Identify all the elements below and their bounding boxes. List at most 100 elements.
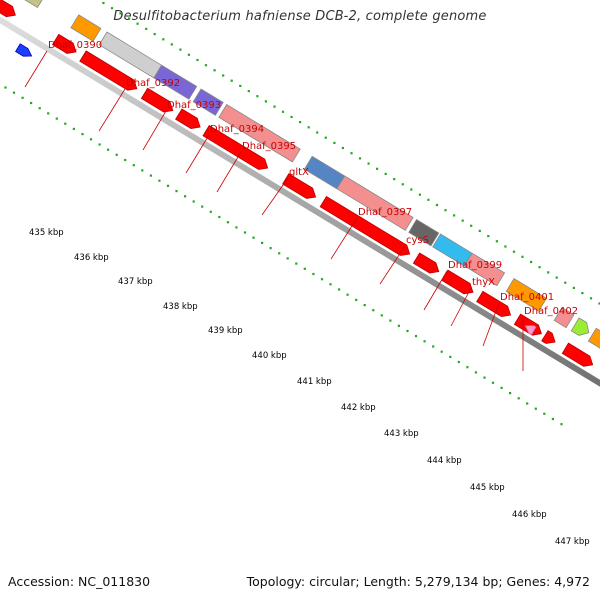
- gene-label: Dhaf_0397: [358, 207, 412, 218]
- gc-dot-outer: [281, 110, 285, 113]
- gc-dot-outer: [376, 167, 379, 170]
- gc-dot-outer: [128, 17, 131, 20]
- kbp-tick-label: 435 kbp: [29, 228, 64, 238]
- gc-dot-inner: [261, 241, 264, 244]
- gc-dot-inner: [218, 215, 221, 219]
- gene-label: gltX: [289, 167, 309, 178]
- gc-dot-outer: [512, 250, 516, 253]
- gc-dot-inner: [474, 371, 477, 374]
- gc-dot-outer: [145, 27, 148, 30]
- gc-dot-inner: [440, 350, 443, 353]
- gc-dot-outer: [162, 38, 165, 41]
- gc-dot-inner: [269, 247, 272, 250]
- gc-dot-outer: [581, 292, 584, 295]
- blue-gene: [15, 43, 33, 57]
- leader-line: [216, 151, 242, 193]
- gc-dot-outer: [418, 193, 421, 196]
- gc-dot-outer: [564, 281, 567, 284]
- kbp-tick-label: 444 kbp: [427, 456, 462, 466]
- gc-skew-track: [4, 1, 600, 426]
- gc-dot-outer: [589, 297, 593, 300]
- gc-dot-inner: [363, 304, 366, 307]
- gc-dot-outer: [427, 198, 430, 201]
- cds-arrow: [202, 124, 269, 170]
- gc-dot-outer: [384, 172, 387, 175]
- gc-dot-outer: [470, 224, 473, 227]
- feature-dhaf-0390: [24, 0, 43, 9]
- gc-dot-outer: [341, 146, 344, 150]
- gc-dot-outer: [213, 69, 216, 72]
- kbp-tick-label: 446 kbp: [512, 510, 547, 520]
- feature-extra-1: [553, 307, 575, 329]
- cds-arrow: [0, 0, 16, 18]
- gc-dot-inner: [320, 278, 324, 281]
- gc-dot-inner: [132, 164, 135, 167]
- gc-dot-inner: [449, 355, 452, 358]
- gc-dot-inner: [55, 117, 58, 120]
- gc-dot-inner: [252, 236, 255, 239]
- gc-dot-outer: [367, 162, 370, 165]
- gc-dot-inner: [372, 309, 375, 312]
- accession-text: Accession: NC_011830: [8, 574, 151, 589]
- feature-dhaf-0399: [408, 218, 440, 247]
- gc-dot-outer: [555, 276, 558, 279]
- gc-dot-inner: [175, 190, 178, 193]
- gc-dot-inner: [312, 272, 315, 276]
- gc-dot-outer: [435, 203, 439, 207]
- feature-dhaf-0401: [463, 252, 506, 287]
- gc-dot-inner: [457, 360, 460, 364]
- label-leaders: [24, 50, 524, 371]
- gc-dot-inner: [483, 376, 486, 379]
- gc-dot-outer: [410, 188, 413, 191]
- gc-dot-inner: [12, 91, 16, 94]
- cds-arrow: [476, 290, 512, 318]
- gc-dot-outer: [273, 105, 276, 108]
- gc-dot-inner: [432, 345, 435, 348]
- gc-dot-inner: [534, 407, 537, 410]
- gc-dot-inner: [184, 195, 187, 198]
- gc-dot-outer: [478, 229, 481, 232]
- gc-dot-inner: [4, 86, 7, 89]
- gc-dot-outer: [153, 33, 156, 36]
- gc-dot-outer: [461, 219, 464, 222]
- gc-dot-inner: [21, 96, 24, 99]
- cds-arrow: [541, 330, 556, 344]
- feature-dhaf-0402: [505, 278, 548, 312]
- gene-label: Dhaf_0401: [500, 292, 554, 303]
- gc-dot-inner: [72, 127, 75, 130]
- leader-line: [379, 245, 406, 285]
- cds-arrow: [79, 50, 138, 91]
- gc-dot-inner: [89, 138, 93, 141]
- gc-dot-inner: [226, 221, 229, 224]
- gc-dot-outer: [256, 95, 259, 98]
- gc-dot-inner: [389, 319, 392, 322]
- kbp-tick-label: 447 kbp: [555, 537, 590, 547]
- gc-dot-outer: [222, 74, 225, 77]
- leader-line: [185, 134, 210, 174]
- gc-dot-outer: [393, 178, 396, 181]
- gene-label: cysS: [406, 235, 429, 246]
- kbp-tick-label: 440 kbp: [252, 351, 287, 361]
- gc-dot-inner: [338, 288, 341, 291]
- gc-dot-inner: [192, 200, 195, 203]
- feature-dhaf-0392: [70, 14, 102, 42]
- gc-dot-inner: [303, 267, 306, 270]
- feature-gltx: [218, 103, 301, 163]
- gc-dot-outer: [333, 141, 336, 144]
- gc-dot-inner: [124, 158, 127, 162]
- gc-dot-outer: [521, 255, 524, 258]
- gc-dot-outer: [239, 84, 242, 87]
- kbp-tick-label: 443 kbp: [384, 429, 419, 439]
- leader-line: [142, 110, 167, 151]
- gc-dot-inner: [526, 402, 529, 405]
- leader-line: [423, 270, 448, 311]
- gene-labels: Dhaf_0390 Dhaf_0392 Dhaf_0393 Dhaf_0394 Dhaf…: [48, 40, 578, 317]
- leader-line: [24, 50, 48, 88]
- small-marker: [524, 325, 537, 336]
- kbp-tick-label: 438 kbp: [163, 302, 198, 312]
- cds-arrow: [140, 87, 174, 113]
- gene-label: Dhaf_0393: [167, 100, 221, 111]
- gene-label: Dhaf_0395: [242, 141, 296, 152]
- feature-cyss: [336, 175, 414, 231]
